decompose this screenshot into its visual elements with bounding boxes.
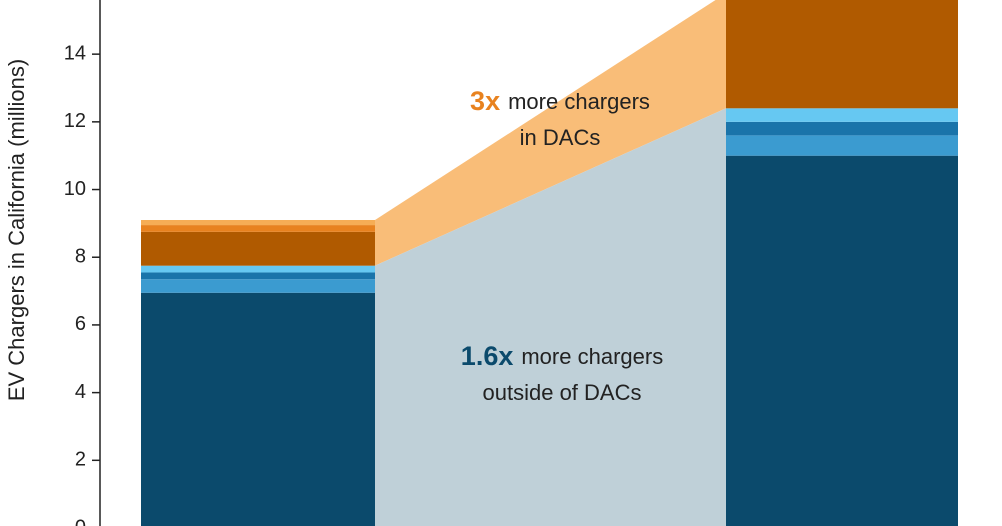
bar-segment xyxy=(726,108,958,122)
connector-area xyxy=(375,108,726,526)
annotation-text: more chargers xyxy=(521,344,663,369)
connector-area xyxy=(375,0,726,266)
bar-segment xyxy=(726,0,958,109)
bar-segment xyxy=(141,292,375,526)
bar-segment xyxy=(726,135,958,156)
annotation: 1.6x more chargers xyxy=(461,341,663,371)
bar-segment xyxy=(141,279,375,293)
y-axis-label: EV Chargers in California (millions) xyxy=(4,59,29,401)
bar-segment xyxy=(141,220,375,226)
y-tick-label: 2 xyxy=(75,449,86,471)
bar-segment xyxy=(726,155,958,526)
bar-segment xyxy=(141,265,375,273)
bar-segment xyxy=(141,272,375,280)
y-tick-label: 10 xyxy=(64,178,86,200)
bar-segment xyxy=(726,121,958,136)
annotation-text: more chargers xyxy=(508,89,650,114)
annotation-highlight: 3x xyxy=(470,86,500,116)
y-tick-label: 0 xyxy=(75,516,86,526)
y-tick-label: 8 xyxy=(75,246,86,268)
bar-segment xyxy=(141,225,375,232)
annotation-line2: in DACs xyxy=(520,125,601,150)
y-tick-label: 4 xyxy=(75,381,86,403)
y-tick-label: 14 xyxy=(64,42,86,64)
annotation-line2: outside of DACs xyxy=(483,380,642,405)
annotation: 3x more chargers xyxy=(470,86,650,116)
bar-segment xyxy=(141,231,375,266)
y-tick-label: 6 xyxy=(75,313,86,335)
annotation-highlight: 1.6x xyxy=(461,341,514,371)
y-tick-label: 12 xyxy=(64,110,86,132)
